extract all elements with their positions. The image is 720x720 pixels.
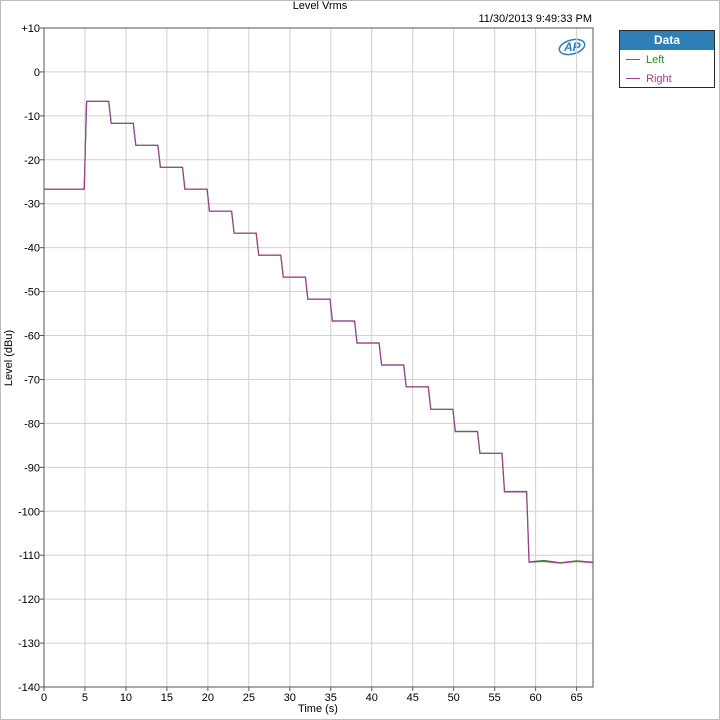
x-tick-label: 45: [407, 692, 419, 704]
x-axis-label: Time (s): [298, 703, 338, 715]
y-tick-label: -50: [24, 287, 40, 299]
legend-label-left: Left: [646, 53, 665, 66]
x-tick-label: 0: [41, 692, 47, 704]
x-tick-label: 40: [366, 692, 378, 704]
y-tick-label: -100: [18, 506, 40, 518]
y-tick-label: -70: [24, 374, 40, 386]
y-tick-label: -130: [18, 638, 40, 650]
y-tick-label: +10: [21, 23, 40, 35]
x-tick-label: 15: [161, 692, 173, 704]
x-tick-label: 65: [570, 692, 582, 704]
x-tick-label: 20: [202, 692, 214, 704]
y-tick-label: -80: [24, 418, 40, 430]
legend-title: Data: [620, 31, 714, 50]
y-tick-label: 0: [34, 67, 40, 79]
chart-title: Level Vrms: [292, 0, 348, 12]
y-tick-label: -140: [18, 682, 40, 694]
x-tick-label: 35: [325, 692, 337, 704]
x-tick-label: 10: [120, 692, 132, 704]
legend-item-left[interactable]: Left: [620, 50, 714, 69]
series-line-right: [44, 100, 594, 564]
y-tick-label: -40: [24, 243, 40, 255]
series-layer: [44, 100, 594, 564]
legend: Data Left Right: [619, 30, 715, 88]
legend-label-right: Right: [646, 72, 672, 85]
y-axis-label: Level (dBu): [3, 329, 15, 387]
grid-layer: [43, 27, 593, 688]
x-tick-label: 25: [243, 692, 255, 704]
x-tick-label: 55: [489, 692, 501, 704]
y-tick-label: -10: [24, 111, 40, 123]
tick-label-layer: 0 5 10 15 20 25 30 35 40 45 50 55 60 65 +10 0 -10 -20 -30 -…: [18, 23, 583, 704]
y-tick-label: -120: [18, 594, 40, 606]
x-tick-label: 5: [82, 692, 88, 704]
plot-area-border: [43, 27, 594, 688]
legend-item-right[interactable]: Right: [620, 69, 714, 88]
y-tick-label: -110: [19, 550, 40, 562]
x-tick-label: 60: [530, 692, 542, 704]
x-tick-label: 30: [284, 692, 296, 704]
legend-swatch-right: [626, 78, 640, 79]
y-tick-label: -20: [24, 155, 40, 167]
y-tick-label: -60: [24, 331, 40, 343]
y-tick-label: -90: [24, 462, 40, 474]
x-tick-label: 50: [448, 692, 460, 704]
chart-timestamp: 11/30/2013 9:49:33 PM: [478, 13, 592, 25]
y-tick-label: -30: [24, 199, 40, 211]
legend-swatch-left: [626, 59, 640, 60]
